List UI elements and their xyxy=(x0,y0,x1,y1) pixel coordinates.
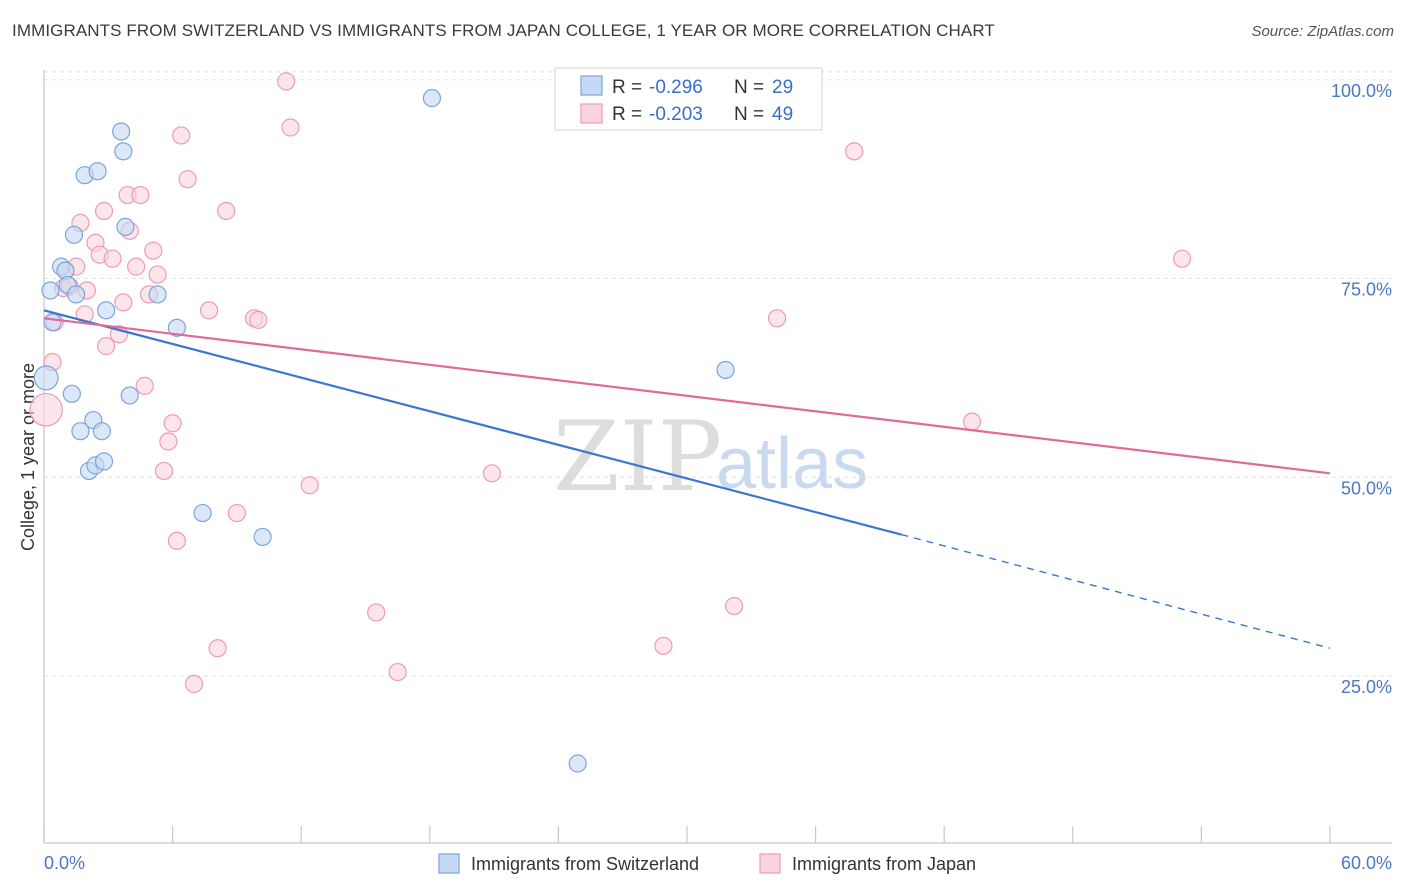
watermark-zip: ZIP xyxy=(553,401,722,513)
switzerland-trend-extension xyxy=(901,533,1331,649)
japan-point-48 xyxy=(962,412,982,431)
switzerland-point-7 xyxy=(64,225,84,244)
japan-point-0 xyxy=(29,392,63,427)
x-axis-ticks xyxy=(43,826,1331,843)
japan-point-26 xyxy=(159,432,178,451)
y-axis-label: College, 1 year or more xyxy=(18,363,38,551)
x-tick-label-max: 60.0% xyxy=(1341,853,1392,873)
japan-point-27 xyxy=(163,414,182,433)
y-tick-label-100: 100.0% xyxy=(1331,81,1392,101)
japan-point-12 xyxy=(94,201,114,221)
switzerland-point-2 xyxy=(43,313,62,332)
japan-point-44 xyxy=(654,636,673,655)
y-tick-label-75: 75.0% xyxy=(1341,280,1392,300)
japan-point-38 xyxy=(277,72,296,91)
y-tick-label-25: 25.0% xyxy=(1341,677,1392,697)
chart-title: IMMIGRANTS FROM SWITZERLAND VS IMMIGRANT… xyxy=(12,21,995,40)
japan-point-41 xyxy=(367,603,386,622)
trend-lines xyxy=(43,309,1331,649)
switzerland-point-14 xyxy=(88,162,107,181)
legend-swatch-japan xyxy=(580,103,603,124)
japan-point-24 xyxy=(148,265,167,284)
japan-point-43 xyxy=(482,464,502,483)
switzerland-point-21 xyxy=(148,285,167,304)
y-tick-labels: 25.0% 50.0% 75.0% 100.0% xyxy=(1331,81,1392,697)
switzerland-point-9 xyxy=(71,422,90,441)
watermark-atlas: atlas xyxy=(716,424,868,504)
legend-n-label-japan: N = xyxy=(734,104,764,125)
legend-swatch-switzerland xyxy=(580,75,603,96)
japan-point-21 xyxy=(135,376,154,395)
japan-point-40 xyxy=(300,476,319,495)
legend-r-japan: -0.203 xyxy=(649,104,703,125)
japan-point-19 xyxy=(127,257,146,276)
switzerland-point-17 xyxy=(112,122,131,141)
switzerland-point-27 xyxy=(716,360,735,380)
switzerland-point-22 xyxy=(167,318,186,337)
switzerland-point-1 xyxy=(41,281,60,300)
japan-point-33 xyxy=(208,639,227,658)
bottom-legend-swatch-japan xyxy=(759,853,781,874)
japan-point-39 xyxy=(281,118,300,137)
japan-point-45 xyxy=(725,596,744,616)
japan-point-28 xyxy=(167,531,186,551)
japan-point-30 xyxy=(178,170,197,189)
switzerland-point-16 xyxy=(94,452,114,471)
legend-r-switzerland: -0.296 xyxy=(649,77,703,98)
source-label: Source: ZipAtlas.com xyxy=(1251,23,1394,40)
japan-point-20 xyxy=(131,185,150,205)
switzerland-point-0 xyxy=(33,365,59,391)
switzerland-point-25 xyxy=(422,88,442,108)
japan-point-46 xyxy=(767,309,787,328)
japan-point-29 xyxy=(172,126,191,145)
bottom-legend-switzerland: Immigrants from Switzerland xyxy=(471,854,699,874)
japan-point-31 xyxy=(184,674,204,694)
switzerland-point-23 xyxy=(193,503,212,523)
switzerland-point-26 xyxy=(568,754,587,773)
legend-n-label-switzerland: N = xyxy=(734,77,764,98)
japan-point-23 xyxy=(144,241,163,260)
switzerland-point-28 xyxy=(97,301,116,320)
japan-point-49 xyxy=(1173,249,1192,268)
japan-point-32 xyxy=(199,301,219,320)
japan-point-47 xyxy=(845,142,864,161)
japan-point-16 xyxy=(114,293,133,312)
legend-n-japan: 49 xyxy=(772,104,793,125)
japan-point-25 xyxy=(154,461,174,481)
switzerland-trend-line xyxy=(43,309,902,536)
legend-n-switzerland: 29 xyxy=(772,77,793,98)
japan-point-37 xyxy=(249,310,268,329)
legend-r-label-japan: R = xyxy=(612,104,642,125)
japan-points xyxy=(29,72,1192,694)
switzerland-point-20 xyxy=(120,386,139,405)
japan-point-34 xyxy=(217,201,236,221)
switzerland-point-24 xyxy=(253,527,272,547)
switzerland-point-15 xyxy=(92,422,111,441)
switzerland-points xyxy=(33,88,735,773)
stats-legend: R = -0.296 N = 29 R = -0.203 N = 49 xyxy=(554,67,823,131)
bottom-legend-japan: Immigrants from Japan xyxy=(792,854,976,874)
japan-point-14 xyxy=(103,249,122,268)
japan-point-35 xyxy=(227,503,246,523)
switzerland-point-19 xyxy=(116,217,135,236)
japan-point-13 xyxy=(97,337,116,356)
japan-point-42 xyxy=(388,662,407,682)
bottom-legend-swatch-switzerland xyxy=(438,853,460,874)
japan-trend-line xyxy=(43,317,1331,475)
legend-r-label-switzerland: R = xyxy=(612,77,642,98)
switzerland-point-18 xyxy=(114,142,133,161)
switzerland-point-8 xyxy=(67,285,86,304)
switzerland-point-6 xyxy=(62,384,81,403)
series-legend: Immigrants from Switzerland Immigrants f… xyxy=(438,853,976,874)
x-tick-label-min: 0.0% xyxy=(44,853,85,873)
y-tick-label-50: 50.0% xyxy=(1341,478,1392,498)
